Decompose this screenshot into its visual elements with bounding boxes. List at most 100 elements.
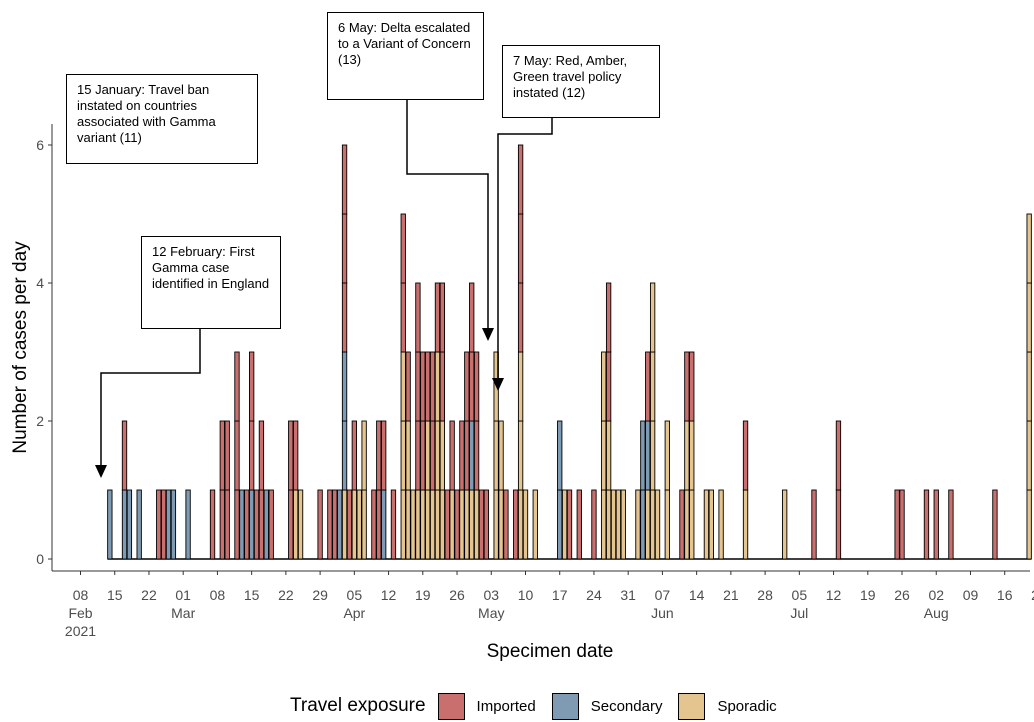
bar-segment-imported	[459, 420, 465, 491]
bar-segment-secondary	[248, 489, 255, 560]
bar-segment-imported	[400, 213, 406, 284]
bar-segment-imported	[503, 489, 509, 560]
legend-swatch-sporadic	[678, 692, 706, 720]
bar-segment-imported	[444, 489, 450, 560]
bar-segment-imported	[341, 282, 348, 353]
bar-segment-sporadic	[459, 489, 465, 560]
arrow-traffic-light	[492, 378, 504, 391]
bar-segment-imported	[268, 489, 274, 560]
bar-segment-secondary	[185, 489, 191, 560]
bar-segment-imported	[513, 489, 519, 560]
bar-segment-sporadic	[605, 489, 612, 560]
bar-segment-imported	[576, 489, 582, 560]
bar-segment-imported	[923, 489, 930, 560]
bar-segment-sporadic	[601, 420, 607, 491]
bar-segment-imported	[429, 420, 436, 491]
bar-segment-secondary	[341, 351, 348, 422]
bar-segment-sporadic	[405, 420, 411, 491]
x-tick-label: 26	[449, 587, 465, 603]
x-tick-label: 15	[244, 587, 260, 603]
legend-title: Travel exposure	[290, 695, 426, 716]
bar-segment-sporadic	[718, 489, 724, 560]
x-tick-label: 24	[586, 587, 602, 603]
x-tick-label: 28	[757, 587, 773, 603]
y-tick-label: 6	[36, 137, 44, 153]
bar-segment-sporadic	[703, 489, 710, 560]
x-tick-label: 26	[894, 587, 910, 603]
x-month-label: May	[478, 605, 504, 621]
bar-segment-imported	[478, 489, 485, 560]
x-tick-label: 16	[997, 587, 1013, 603]
bar-segment-secondary	[263, 489, 269, 560]
bar-segment-sporadic	[297, 489, 304, 560]
bar-segment-imported	[248, 351, 255, 422]
bar-segment-sporadic	[664, 489, 670, 560]
bar-segment-imported	[439, 351, 446, 422]
annotation-first-gamma: 12 February: First Gamma case identified…	[141, 236, 281, 329]
leader-first-gamma	[100, 329, 201, 467]
bar-segment-imported	[464, 420, 470, 491]
bar-segment-imported	[454, 489, 460, 560]
bar-segment-sporadic	[420, 489, 426, 560]
x-tick-label: 29	[312, 587, 328, 603]
bar-segment-sporadic	[649, 351, 656, 422]
bar-segment-imported	[415, 351, 421, 422]
annotation-delta-voc: 6 May: Delta escalated to a Variant of C…	[327, 12, 484, 100]
bar-segment-imported	[405, 351, 411, 422]
bar-segment-imported	[156, 489, 162, 560]
legend-item-imported: Imported	[437, 692, 536, 720]
bar-segment-imported	[332, 489, 338, 560]
legend: Travel exposure Imported Secondary Spora…	[290, 690, 793, 722]
bar-segment-sporadic	[351, 489, 357, 560]
bar-segment-sporadic	[405, 489, 411, 560]
bar-segment-imported	[234, 351, 240, 422]
bar-segment-sporadic	[341, 489, 348, 560]
bar-segment-imported	[835, 420, 842, 491]
x-year-label: 2021	[65, 623, 96, 639]
bar-segment-imported	[351, 420, 357, 491]
annotation-traffic-light-text: 7 May: Red, Amber, Green travel policy i…	[513, 53, 628, 100]
bar-segment-secondary	[136, 489, 142, 560]
bar-segment-sporadic	[1026, 213, 1032, 284]
bar-segment-imported	[400, 282, 406, 353]
bar-segment-sporadic	[469, 489, 475, 560]
bar-segment-imported	[258, 420, 265, 491]
legend-item-sporadic: Sporadic	[678, 692, 777, 720]
bar-segment-imported	[288, 489, 294, 560]
bar-segment-sporadic	[439, 420, 446, 491]
bar-segment-sporadic	[610, 489, 617, 560]
bar-segment-secondary	[381, 489, 387, 560]
bar-segment-sporadic	[645, 489, 651, 560]
bar-segment-sporadic	[434, 420, 441, 491]
bar-segment-imported	[429, 351, 436, 422]
x-month-label: Mar	[171, 605, 195, 621]
bar-segment-sporadic	[493, 489, 499, 560]
bar-segment-sporadic	[517, 489, 524, 560]
bar-segment-sporadic	[434, 351, 441, 422]
bar-segment-sporadic	[449, 489, 455, 560]
x-tick-label: 10	[518, 587, 534, 603]
bar-segment-secondary	[337, 489, 343, 560]
bar-segment-imported	[434, 282, 441, 353]
legend-label-imported: Imported	[476, 697, 536, 715]
bar-segment-imported	[469, 282, 475, 353]
bar-segment-imported	[288, 420, 294, 491]
x-tick-label: 09	[963, 587, 979, 603]
arrow-delta-voc	[482, 328, 494, 341]
x-axis-title: Specimen date	[487, 641, 614, 662]
bar-segment-secondary	[557, 489, 563, 560]
bar-segment-secondary	[165, 489, 172, 560]
bar-segment-sporadic	[689, 489, 695, 560]
bar-segment-sporadic	[742, 489, 749, 560]
bar-segment-sporadic	[522, 489, 529, 560]
bar-segment-sporadic	[1026, 282, 1032, 353]
legend-swatch-secondary	[551, 692, 579, 720]
bar-segment-imported	[469, 351, 475, 422]
bar-segment-imported	[258, 489, 265, 560]
bar-segment-imported	[341, 144, 348, 215]
bar-segment-imported	[811, 489, 817, 560]
bar-segment-sporadic	[601, 351, 607, 422]
bar-segment-sporadic	[356, 489, 362, 560]
bar-segment-imported	[566, 489, 573, 560]
